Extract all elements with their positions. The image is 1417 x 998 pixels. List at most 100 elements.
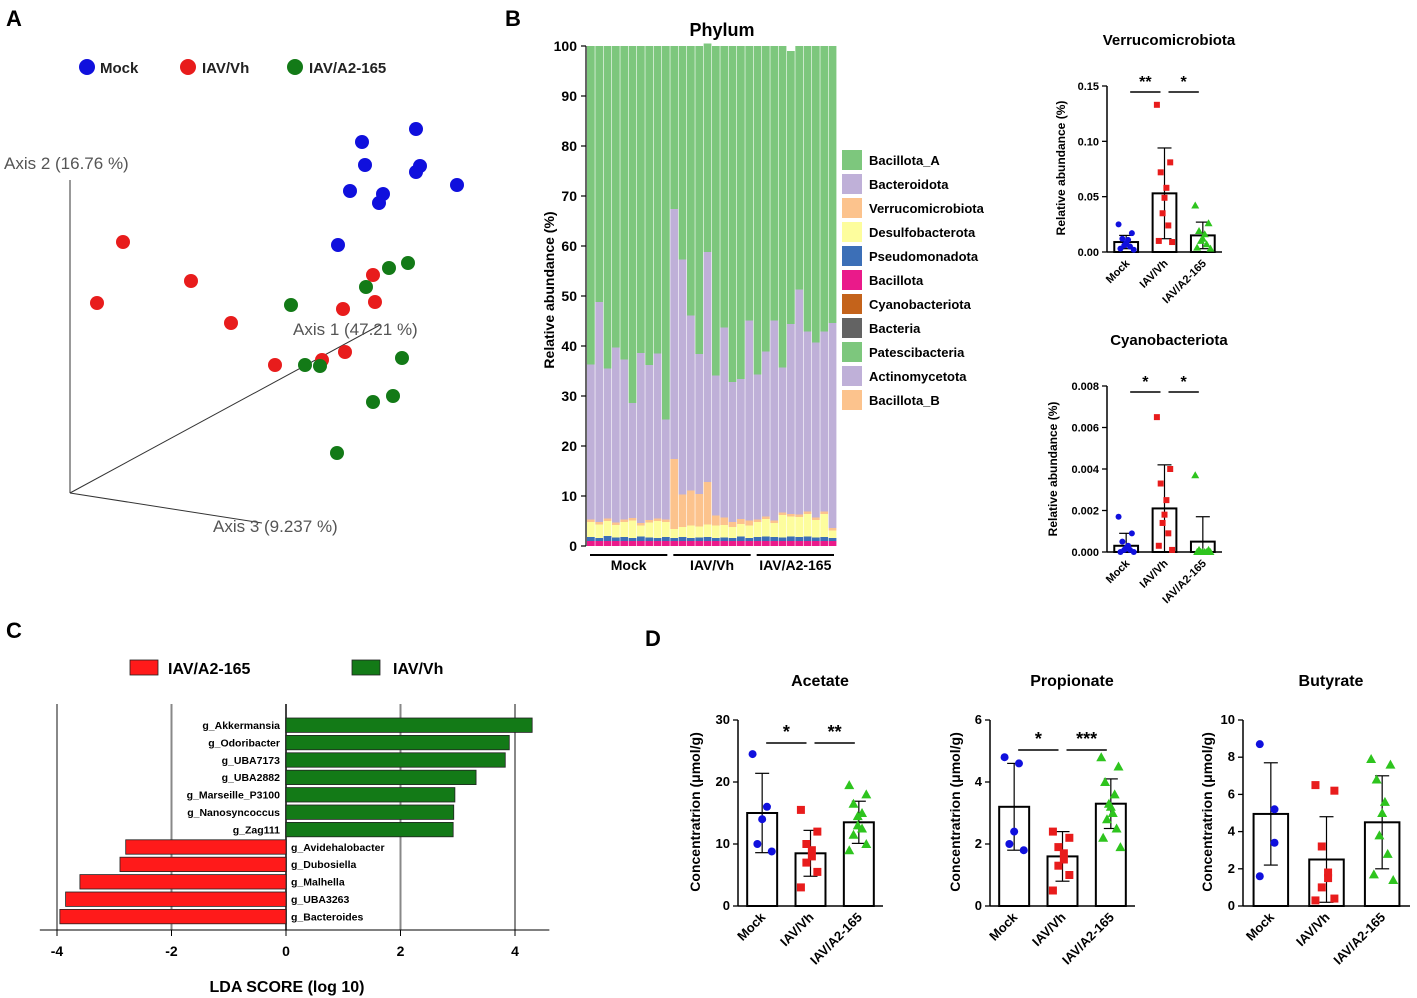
phylum-group-axis: Mock IAV/Vh IAV/A2-165 <box>590 554 834 573</box>
phylum-bar-12-desulfobacterota <box>678 527 687 537</box>
lefse-label-g_uba3263: g_UBA3263 <box>291 894 350 906</box>
data-point <box>1157 169 1164 176</box>
y-tick-label: 0.15 <box>1078 81 1099 93</box>
phylum-bar-9-bacillota <box>653 541 662 546</box>
phylum-bar-17-bacillota_a <box>720 46 729 328</box>
pcoa-axis3-line <box>69 492 263 524</box>
phylum-legend-label-5: Bacillota <box>869 273 924 288</box>
phylum-bar-17-bacillota <box>720 541 729 546</box>
phylum-bar-18-desulfobacterota <box>728 527 737 538</box>
lefse-x-tick-label: 4 <box>511 943 519 959</box>
phylum-bar-23-bacillota <box>770 541 779 546</box>
phylum-y-tick-label: 50 <box>561 288 577 304</box>
panel-label-b: B <box>505 6 521 31</box>
data-point <box>848 798 859 808</box>
data-point <box>1371 774 1382 784</box>
legend-iav-a2-165-label: IAV/A2-165 <box>309 60 386 77</box>
lefse-bar-g_uba2882 <box>285 769 477 786</box>
phylum-bar-10-bacillota <box>662 541 670 546</box>
x-tick-label: Mock <box>1104 557 1133 586</box>
data-point <box>758 815 767 824</box>
pcoa-point-1-1 <box>184 274 198 288</box>
phylum-bar-30-pseudomonadota <box>828 538 837 541</box>
verruco-title: Verrucomicrobiota <box>1103 32 1236 49</box>
phylum-bar-9-desulfobacterota <box>653 521 662 538</box>
pcoa-point-2-3 <box>284 298 298 312</box>
phylum-bar-10-pseudomonadota <box>662 537 670 541</box>
phylum-bar-5-desulfobacterota <box>620 522 629 537</box>
data-point <box>848 829 859 839</box>
data-point <box>753 840 762 848</box>
data-point <box>1196 236 1205 244</box>
phylum-bar-28-desulfobacterota <box>812 520 820 538</box>
pcoa-point-2-9 <box>330 446 344 460</box>
data-point <box>1385 759 1396 769</box>
data-point <box>1167 159 1174 166</box>
y-tick-label: 0 <box>975 898 982 913</box>
x-tick-label: Mock <box>986 909 1021 944</box>
data-point <box>1193 243 1202 251</box>
phylum-bar-2-desulfobacterota <box>595 524 604 538</box>
verruco-ylabel: Relative abundance (%) <box>1054 101 1068 236</box>
lefse-label-g_malhella: g_Malhella <box>291 877 345 889</box>
y-tick-label: 0.008 <box>1071 381 1099 393</box>
lefse-bar-g_uba3263 <box>65 891 287 907</box>
significance-label: ** <box>828 722 842 742</box>
pcoa-axis1-line <box>69 324 381 494</box>
phylum-bar-24-pseudomonadota <box>778 537 787 541</box>
lefse-bar-g_uba7173 <box>285 752 506 768</box>
data-point <box>1019 846 1028 855</box>
phylum-bars <box>587 43 837 546</box>
pcoa-point-0-1 <box>409 122 423 136</box>
lefse-bar-g_bacteroides <box>59 909 287 925</box>
phylum-bar-20-verrucomicrobiota <box>745 520 754 526</box>
phylum-bar-12-bacillota <box>678 541 687 546</box>
phylum-bar-3-desulfobacterota <box>603 521 612 536</box>
phylum-bar-15-bacteroidota <box>703 252 712 482</box>
phylum-bar-2-verrucomicrobiota <box>595 522 604 525</box>
data-point <box>844 780 855 790</box>
pcoa-point-0-0 <box>355 135 369 149</box>
data-point <box>796 805 805 814</box>
legend-mock-label: Mock <box>100 60 139 77</box>
phylum-bar-19-pseudomonadota <box>737 536 745 541</box>
phylum-title: Phylum <box>689 20 754 40</box>
data-point <box>1167 466 1174 472</box>
x-tick-label: Mock <box>1104 257 1133 286</box>
pcoa-legend: Mock IAV/Vh IAV/A2-165 <box>79 59 386 77</box>
phylum-legend-label-6: Cyanobacteriota <box>869 297 972 312</box>
phylum-bar-26-bacillota_a <box>795 46 804 290</box>
y-tick-label: 10 <box>716 836 730 851</box>
data-point <box>1128 530 1135 537</box>
panel-label-a: A <box>6 6 22 31</box>
phylum-bar-28-bacillota <box>812 541 820 546</box>
phylum-legend-swatch-4 <box>842 246 862 266</box>
phylum-bar-25-verrucomicrobiota <box>787 514 795 517</box>
phylum-bar-25-bacteroidota <box>787 324 795 514</box>
data-point <box>1270 838 1279 847</box>
phylum-bar-15-pseudomonadota <box>703 537 712 541</box>
data-point <box>802 840 811 848</box>
pcoa-point-1-9 <box>268 358 282 372</box>
phylum-y-tick-label: 40 <box>561 338 577 354</box>
lefse-bar-g_nanosyncoccus <box>285 804 455 820</box>
phylum-bar-13-bacillota <box>687 541 695 546</box>
data-point <box>1311 896 1320 905</box>
data-point <box>1048 886 1057 895</box>
data-point <box>1096 752 1107 762</box>
lefse-legend-a2-165-swatch <box>129 659 159 676</box>
phylum-bar-30-bacillota <box>828 541 837 546</box>
phylum-legend-label-0: Bacillota_A <box>869 153 940 168</box>
phylum-bar-18-pseudomonadota <box>728 538 737 541</box>
phylum-legend-swatch-2 <box>842 198 862 218</box>
data-point <box>1010 827 1019 836</box>
phylum-legend-swatch-9 <box>842 366 862 386</box>
phylum-bar-19-verrucomicrobiota <box>737 519 745 524</box>
phylum-bar-14-pseudomonadota <box>695 537 704 541</box>
phylum-bar-2-bacillota <box>595 541 604 546</box>
phylum-bar-4-bacteroidota <box>612 347 620 523</box>
phylum-bar-20-pseudomonadota <box>745 538 754 541</box>
data-point <box>1113 761 1124 771</box>
phylum-bar-11-bacillota_a <box>670 46 679 209</box>
y-tick-label: 6 <box>1228 786 1235 801</box>
